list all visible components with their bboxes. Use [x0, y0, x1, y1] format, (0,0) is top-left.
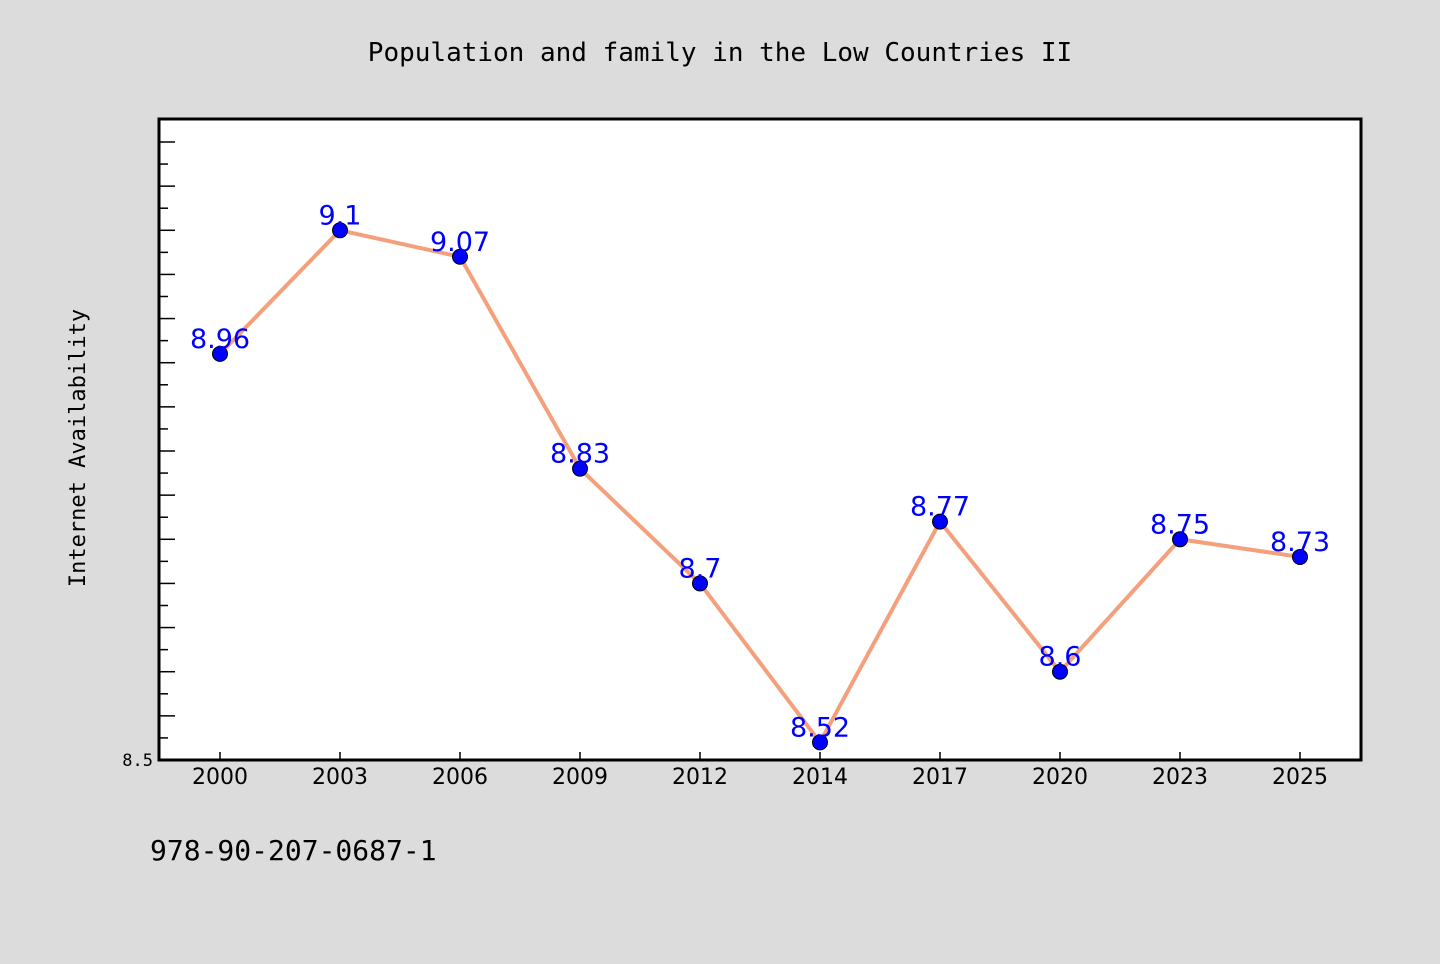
- x-tick-label: 2012: [672, 765, 728, 790]
- data-label: 8.83: [550, 439, 610, 470]
- x-tick-label: 2003: [312, 765, 368, 790]
- y-tick-label: 8.5: [122, 751, 153, 771]
- data-label: 9.1: [319, 200, 362, 231]
- x-tick-label: 2000: [192, 765, 248, 790]
- series-line: [218, 228, 1301, 745]
- data-point: [1172, 531, 1188, 548]
- data-label: 8.75: [1150, 509, 1210, 540]
- data-label: 8.52: [790, 712, 850, 743]
- data-label: 9.07: [430, 227, 490, 258]
- series-line-group: [218, 228, 1301, 745]
- data-label: 8.77: [910, 492, 970, 523]
- y-axis-ticks: 8.5: [122, 141, 175, 771]
- data-point: [572, 460, 588, 477]
- marker-group: [212, 222, 1308, 751]
- data-label: 8.73: [1270, 527, 1330, 558]
- data-point: [212, 345, 228, 362]
- data-point: [452, 248, 468, 265]
- data-label: 8.7: [679, 553, 722, 584]
- data-point: [812, 734, 828, 751]
- data-label: 8.6: [1039, 642, 1082, 673]
- data-label-group: 8.96 9.1 9.07 8.83 8.7 8.52 8.77 8.6 8.75 8.73: [190, 200, 1330, 743]
- x-tick-label: 2006: [432, 765, 488, 790]
- x-tick-label: 2017: [912, 765, 968, 790]
- x-axis-ticks: 2000 2003 2006 2009 2012 2014 2017 2020 2023 2025: [192, 752, 1328, 790]
- chart-title: Population and family in the Low Countri…: [368, 38, 1072, 68]
- x-tick-label: 2023: [1152, 765, 1208, 790]
- x-tick-label: 2020: [1032, 765, 1088, 790]
- data-label: 8.96: [190, 324, 250, 355]
- data-point: [1292, 548, 1308, 565]
- x-tick-label: 2014: [792, 765, 848, 790]
- data-point: [1052, 663, 1068, 680]
- data-point: [332, 222, 348, 239]
- plot-area: [159, 119, 1361, 760]
- isbn-text: 978-90-207-0687-1: [150, 834, 437, 867]
- y-axis-label: Internet Availability: [66, 309, 91, 587]
- data-point: [692, 575, 708, 592]
- x-tick-label: 2009: [552, 765, 608, 790]
- plot-frame: [157, 117, 1363, 762]
- x-tick-label: 2025: [1272, 765, 1328, 790]
- data-point: [932, 513, 948, 530]
